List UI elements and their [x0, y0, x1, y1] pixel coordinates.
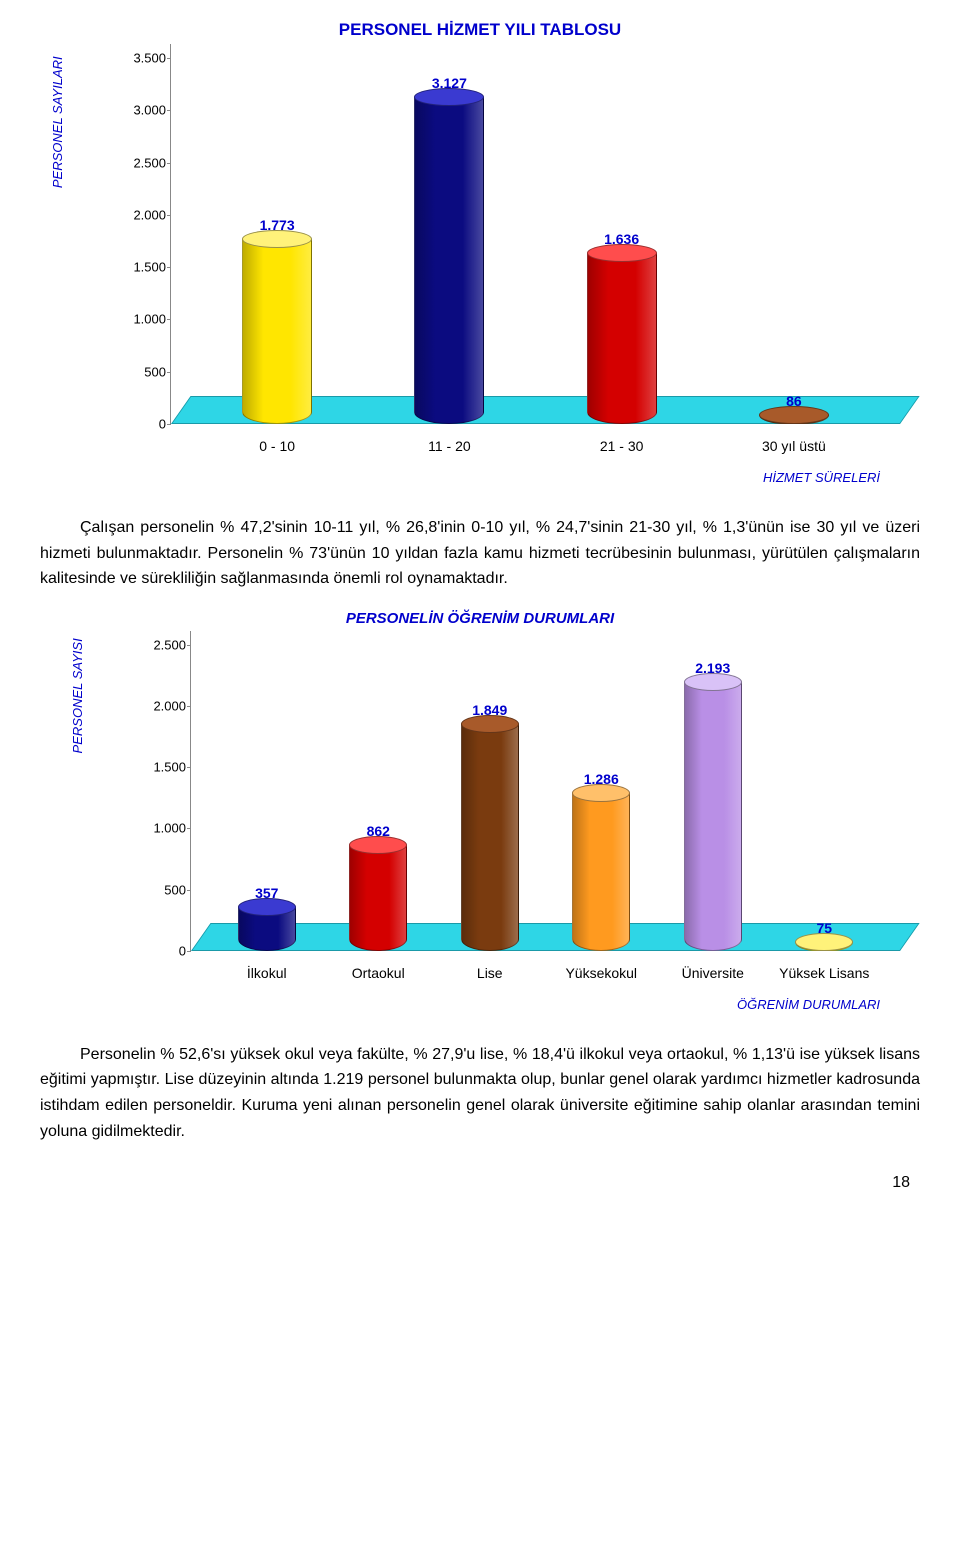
- bar-category-label: 21 - 30: [600, 438, 644, 454]
- y-tick: 2.500: [141, 637, 186, 652]
- bar-cylinder: [795, 942, 853, 951]
- y-tick: 1.000: [141, 821, 186, 836]
- bar-cylinder: [461, 724, 519, 950]
- bar-cylinder: [349, 845, 407, 951]
- bar-slot: 1.849Lise: [434, 702, 546, 950]
- chart1-title: PERSONEL HİZMET YILI TABLOSU: [40, 20, 920, 40]
- bar-slot: 2.193Üniversite: [657, 660, 769, 950]
- chart2-bars: 357İlkokul862Ortaokul1.849Lise1.286Yükse…: [191, 631, 900, 951]
- page-number: 18: [40, 1174, 920, 1192]
- y-tick: 1.000: [121, 312, 166, 327]
- bar-category-label: 30 yıl üstü: [762, 438, 826, 454]
- y-tick: 2.000: [121, 207, 166, 222]
- bar-slot: 1.63621 - 30: [536, 231, 708, 424]
- bar-slot: 357İlkokul: [211, 885, 323, 951]
- y-tick: 0: [121, 417, 166, 432]
- y-tick: 500: [141, 882, 186, 897]
- chart1-bars: 1.7730 - 103.12711 - 201.63621 - 308630 …: [171, 44, 900, 424]
- paragraph-1-text: Çalışan personelin % 47,2'sinin 10-11 yı…: [40, 519, 920, 587]
- bar-slot: 75Yüksek Lisans: [769, 920, 881, 951]
- chart2-area: PERSONEL SAYISI 357İlkokul862Ortaokul1.8…: [140, 631, 900, 991]
- y-tick: 3.000: [121, 103, 166, 118]
- bar-cylinder: [684, 682, 742, 950]
- y-tick: 1.500: [141, 760, 186, 775]
- y-tick: 2.000: [141, 698, 186, 713]
- bar-category-label: Yüksek Lisans: [779, 965, 869, 981]
- paragraph-1: Çalışan personelin % 47,2'sinin 10-11 yı…: [40, 515, 920, 592]
- y-tick: 2.500: [121, 155, 166, 170]
- bar-slot: 8630 yıl üstü: [708, 393, 880, 424]
- y-tick: 3.500: [121, 51, 166, 66]
- service-years-chart: PERSONEL HİZMET YILI TABLOSU PERSONEL SA…: [40, 20, 920, 485]
- bar-category-label: Ortaokul: [352, 965, 405, 981]
- education-chart: PERSONELİN ÖĞRENİM DURUMLARI PERSONEL SA…: [40, 610, 920, 1012]
- bar-category-label: Lise: [477, 965, 503, 981]
- paragraph-2-text: Personelin % 52,6'sı yüksek okul veya fa…: [40, 1046, 920, 1140]
- bar-cylinder: [238, 907, 296, 951]
- bar-category-label: İlkokul: [247, 965, 287, 981]
- bar-category-label: Yüksekokul: [565, 965, 637, 981]
- bar-cylinder: [759, 415, 829, 424]
- bar-cylinder: [242, 239, 312, 424]
- bar-cylinder: [572, 793, 630, 950]
- y-tick: 500: [121, 364, 166, 379]
- chart2-title: PERSONELİN ÖĞRENİM DURUMLARI: [40, 610, 920, 627]
- paragraph-2: Personelin % 52,6'sı yüksek okul veya fa…: [40, 1042, 920, 1144]
- bar-slot: 1.7730 - 10: [191, 217, 363, 424]
- chart2-y-label: PERSONEL SAYISI: [70, 638, 85, 753]
- y-tick: 1.500: [121, 260, 166, 275]
- chart1-plot: 1.7730 - 103.12711 - 201.63621 - 308630 …: [170, 44, 900, 424]
- chart1-y-label: PERSONEL SAYILARI: [50, 56, 65, 188]
- bar-slot: 862Ortaokul: [323, 823, 435, 951]
- bar-cylinder: [414, 97, 484, 424]
- bar-category-label: 11 - 20: [428, 438, 471, 454]
- bar-slot: 1.286Yüksekokul: [546, 771, 658, 950]
- chart2-x-label: ÖĞRENİM DURUMLARI: [40, 997, 920, 1012]
- chart1-area: PERSONEL SAYILARI 1.7730 - 103.12711 - 2…: [120, 44, 900, 464]
- chart1-x-label: HİZMET SÜRELERİ: [40, 470, 920, 485]
- y-tick: 0: [141, 943, 186, 958]
- chart2-plot: 357İlkokul862Ortaokul1.849Lise1.286Yükse…: [190, 631, 900, 951]
- bar-category-label: 0 - 10: [259, 438, 295, 454]
- bar-cylinder: [587, 253, 657, 424]
- bar-slot: 3.12711 - 20: [363, 75, 535, 424]
- bar-category-label: Üniversite: [682, 965, 744, 981]
